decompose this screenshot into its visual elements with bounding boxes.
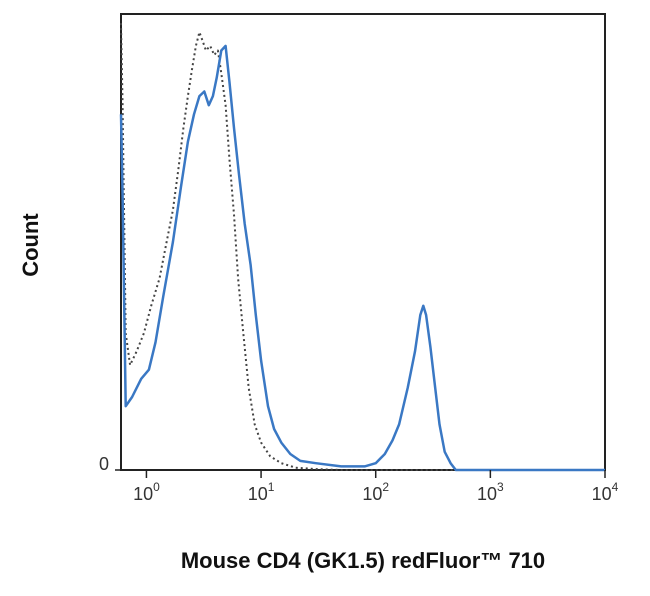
x-tick-label-3: 102 — [362, 480, 389, 504]
x-tick-label-2: 101 — [248, 480, 275, 504]
x-tick-label-4: 103 — [477, 480, 504, 504]
series-line-1 — [120, 23, 605, 471]
x-tick-label-1: 100 — [133, 480, 160, 504]
tick-layer: 100 101 102 103 104 0 — [99, 454, 619, 504]
x-tick-label-5: 104 — [592, 480, 619, 504]
plot-frame — [120, 13, 606, 471]
x-axis-label: Mouse CD4 (GK1.5) redFluor™ 710 — [181, 548, 545, 573]
y-tick-label-1: 0 — [99, 454, 109, 474]
y-axis-label: Count — [18, 213, 43, 277]
series-line-2 — [119, 44, 605, 472]
series-layer — [119, 23, 605, 472]
